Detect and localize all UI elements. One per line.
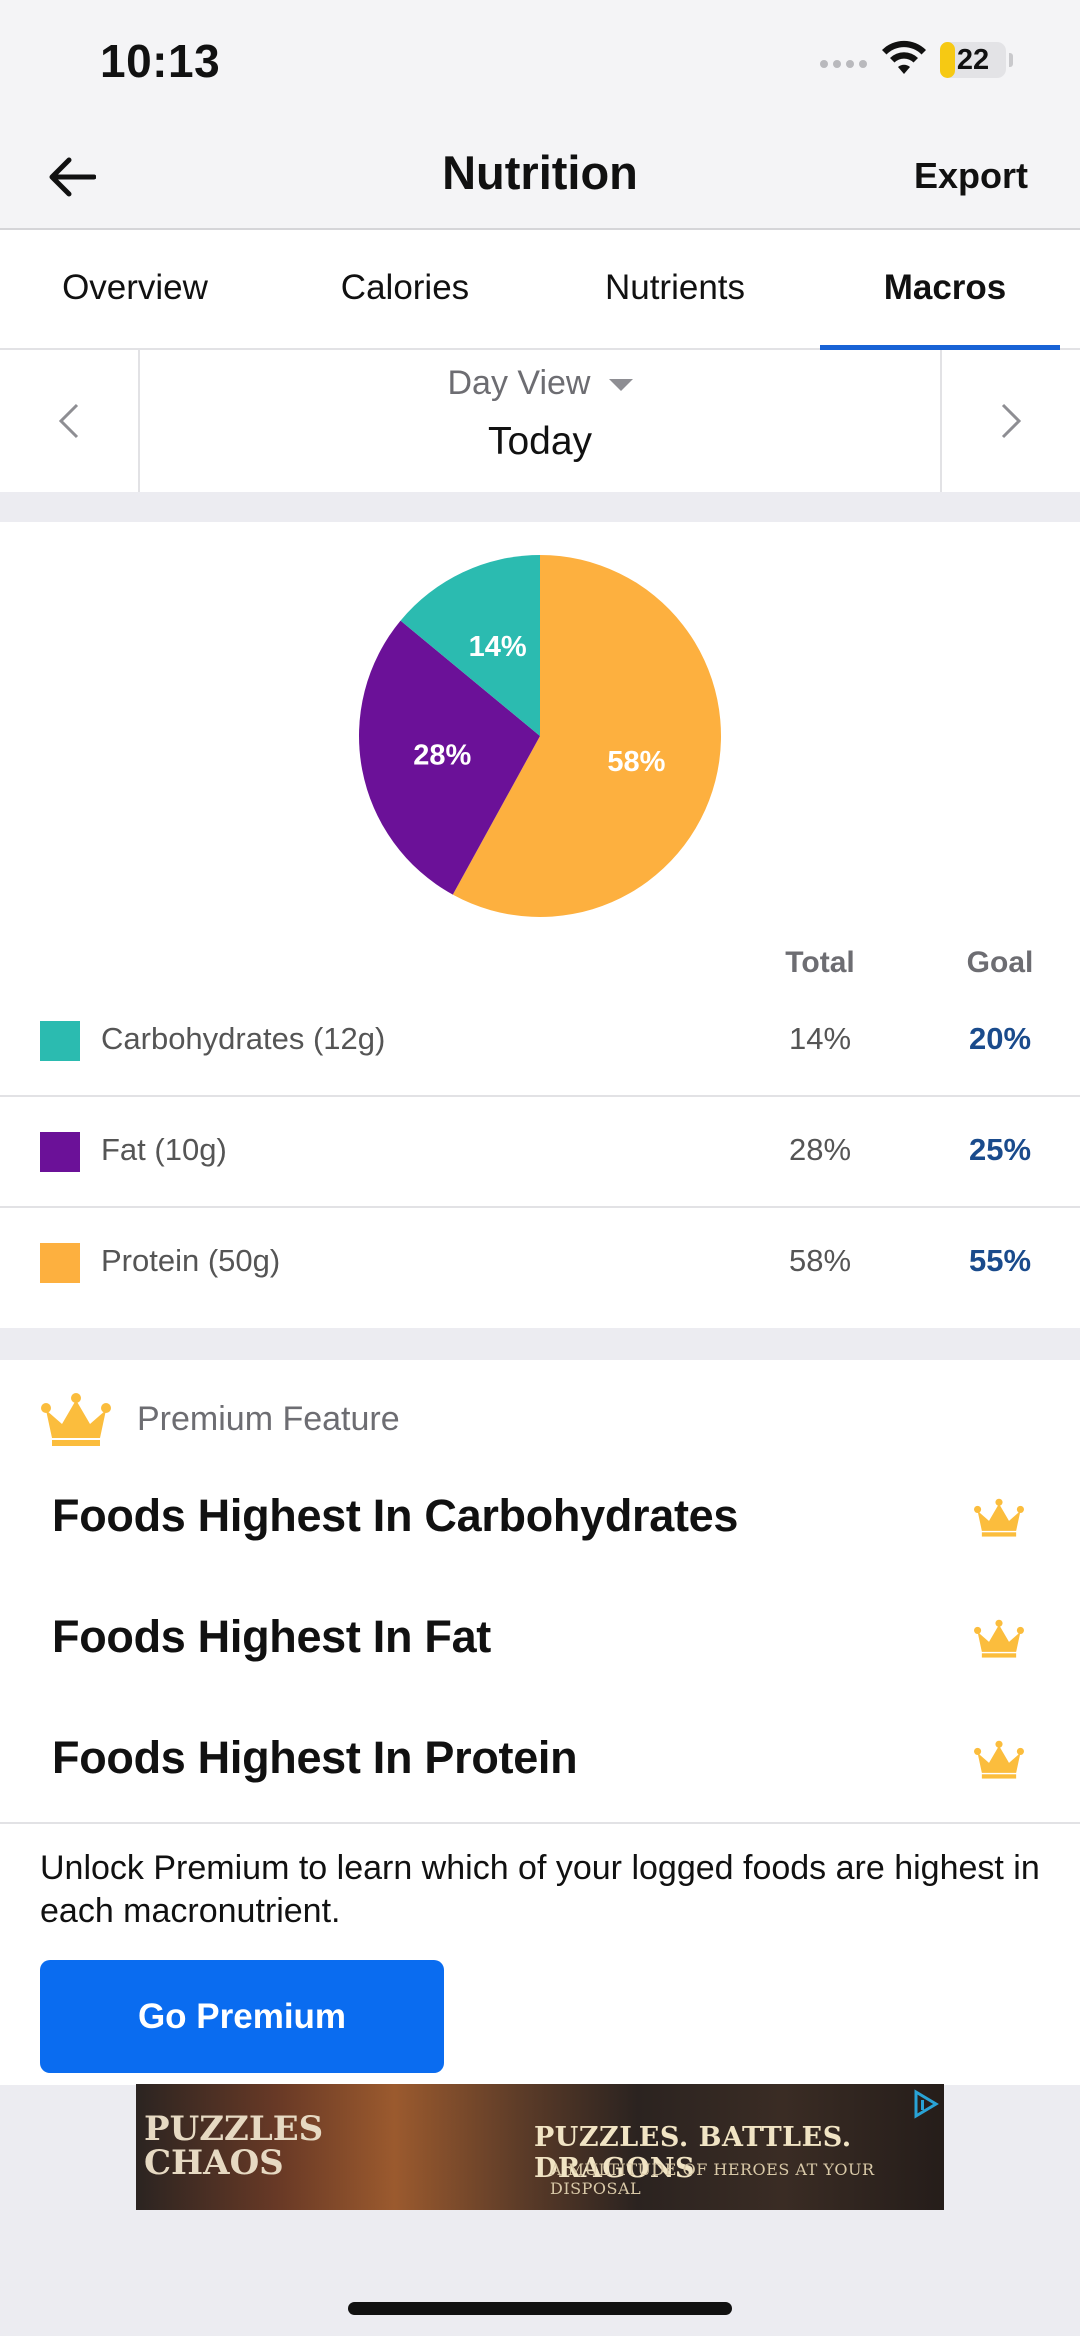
previous-day-button[interactable] (0, 350, 140, 492)
ad-logo: PUZZLES CHAOS (144, 2112, 323, 2180)
macros-chart-section: 58% 28% 14% Total Goal Carbohydrates (12g)… (0, 522, 1080, 1328)
macro-goal: 20% (968, 1021, 1032, 1056)
macro-row-carbohydrates: Carbohydrates (12g) 14% 20% (0, 986, 1080, 1097)
protein-swatch (40, 1243, 80, 1283)
day-view-dropdown[interactable]: Day View (0, 364, 1080, 403)
home-indicator (348, 2302, 732, 2315)
tab-calories[interactable]: Calories (340, 268, 470, 307)
premium-item-label: Foods Highest In Carbohydrates (52, 1490, 739, 1541)
ad-logo-line2: CHAOS (144, 2143, 284, 2183)
nav-bar: Nutrition Export (0, 125, 1080, 230)
fat-swatch (40, 1132, 80, 1172)
macro-label: Carbohydrates (12g) (101, 1021, 386, 1056)
macro-goal: 25% (968, 1132, 1032, 1167)
status-time: 10:13 (100, 35, 221, 87)
macro-goal: 55% (968, 1243, 1032, 1278)
next-day-button[interactable] (940, 350, 1080, 492)
total-column-header: Total (785, 946, 855, 979)
pie-slice-fat (358, 620, 540, 895)
premium-item-protein[interactable]: Foods Highest In Protein (0, 1702, 1080, 1822)
premium-item-label: Foods Highest In Fat (52, 1611, 491, 1662)
back-button[interactable] (40, 145, 104, 209)
current-date: Today (487, 420, 593, 463)
day-view-label: Day View (447, 364, 591, 402)
page-title: Nutrition (442, 146, 638, 199)
pie-label-protein: 58% (607, 746, 665, 778)
ad-logo-line1: PUZZLES (144, 2109, 324, 2149)
tab-nutrients[interactable]: Nutrients (604, 268, 746, 307)
chevron-left-icon (58, 403, 79, 439)
tab-overview[interactable]: Overview (62, 268, 208, 307)
premium-item-label: Foods Highest In Protein (52, 1732, 578, 1783)
pie-slice-protein (452, 555, 721, 917)
macro-label: Protein (50g) (101, 1243, 281, 1278)
status-bar: 10:13 22 (0, 0, 1080, 125)
pie-label-carbohydrates: 14% (469, 631, 527, 663)
premium-section: Premium Feature Foods Highest In Carbohy… (0, 1360, 1080, 2085)
macro-label: Fat (10g) (101, 1132, 227, 1167)
ad-subline: A MULTITUDE OF HEROES AT YOUR DISPOSAL (550, 2160, 875, 2198)
go-premium-button[interactable]: Go Premium (40, 1960, 444, 2073)
crown-icon (974, 1740, 1024, 1779)
carbohydrates-swatch (40, 1021, 80, 1061)
macro-total: 28% (788, 1132, 852, 1167)
macro-total: 14% (788, 1021, 852, 1056)
crown-icon (974, 1498, 1024, 1537)
wifi-icon (882, 40, 926, 74)
export-button[interactable]: Export (913, 155, 1028, 196)
cellular-signal-icon (820, 60, 870, 72)
macro-row-protein: Protein (50g) 58% 55% (0, 1208, 1080, 1319)
goal-column-header: Goal (966, 946, 1034, 979)
tab-bar: Overview Calories Nutrients Macros (0, 230, 1080, 350)
back-arrow-icon (49, 157, 96, 197)
divider (0, 1822, 1080, 1824)
tab-macros[interactable]: Macros (810, 230, 1080, 350)
chevron-right-icon (1001, 403, 1022, 439)
battery-fill (940, 42, 955, 78)
macro-total: 58% (788, 1243, 852, 1278)
crown-icon (974, 1619, 1024, 1658)
ad-headline: PUZZLES. BATTLES. DRAGONS (534, 2122, 852, 2184)
unlock-premium-text: Unlock Premium to learn which of your lo… (40, 1849, 1040, 1930)
battery-icon: 22 (940, 42, 1006, 78)
macro-row-fat: Fat (10g) 28% 25% (0, 1097, 1080, 1208)
battery-level: 22 (956, 44, 990, 76)
pie-slice-carbohydrates (400, 555, 540, 736)
crown-icon (41, 1393, 111, 1446)
date-selector: Day View Today (0, 350, 1080, 492)
caret-down-icon (608, 379, 633, 392)
pie-label-fat: 28% (413, 740, 471, 772)
macros-pie-chart: 58% 28% 14% (358, 555, 721, 917)
ad-banner[interactable]: PUZZLES CHAOS PUZZLES. BATTLES. DRAGONS … (136, 2084, 944, 2210)
premium-item-fat[interactable]: Foods Highest In Fat (0, 1581, 1080, 1701)
ad-choices-icon[interactable] (908, 2088, 940, 2120)
battery-nub (1009, 53, 1013, 67)
premium-item-carbohydrates[interactable]: Foods Highest In Carbohydrates (0, 1460, 1080, 1580)
premium-feature-label: Premium Feature (137, 1400, 400, 1438)
